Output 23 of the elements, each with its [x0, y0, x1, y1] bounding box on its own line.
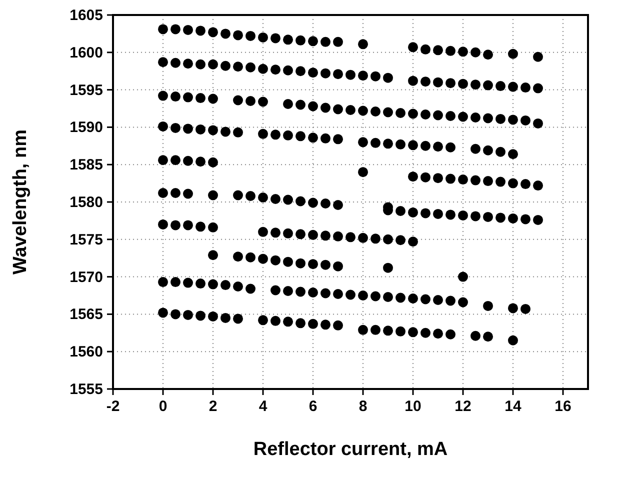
- x-tick-label: 12: [454, 398, 472, 415]
- y-tick-label: 1560: [70, 344, 103, 361]
- y-tick-label: 1605: [70, 7, 103, 24]
- x-tick-label: 14: [504, 398, 522, 415]
- x-tick-label: 10: [404, 398, 422, 415]
- y-tick-label: 1575: [70, 231, 103, 248]
- y-tick-label: 1580: [70, 194, 103, 211]
- y-tick-label: 1555: [70, 381, 103, 398]
- y-tick-label: 1585: [70, 156, 103, 174]
- x-tick-label: 16: [554, 398, 572, 415]
- x-axis-title: Reflector current, mA: [253, 439, 448, 460]
- x-tick-label: 4: [258, 398, 268, 415]
- x-tick-label: 2: [208, 398, 218, 415]
- y-tick-label: 1570: [70, 268, 103, 286]
- x-tick-label: -2: [106, 398, 120, 415]
- x-tick-label: 6: [308, 398, 318, 415]
- y-tick-label: 1565: [70, 306, 103, 324]
- x-tick-label: 0: [158, 398, 168, 415]
- y-tick-label: 1595: [70, 82, 103, 99]
- x-tick-label: 8: [358, 398, 368, 415]
- y-axis-title: Wavelength, nm: [10, 130, 31, 274]
- y-tick-label: 1590: [70, 119, 103, 136]
- y-tick-label: 1600: [70, 44, 103, 62]
